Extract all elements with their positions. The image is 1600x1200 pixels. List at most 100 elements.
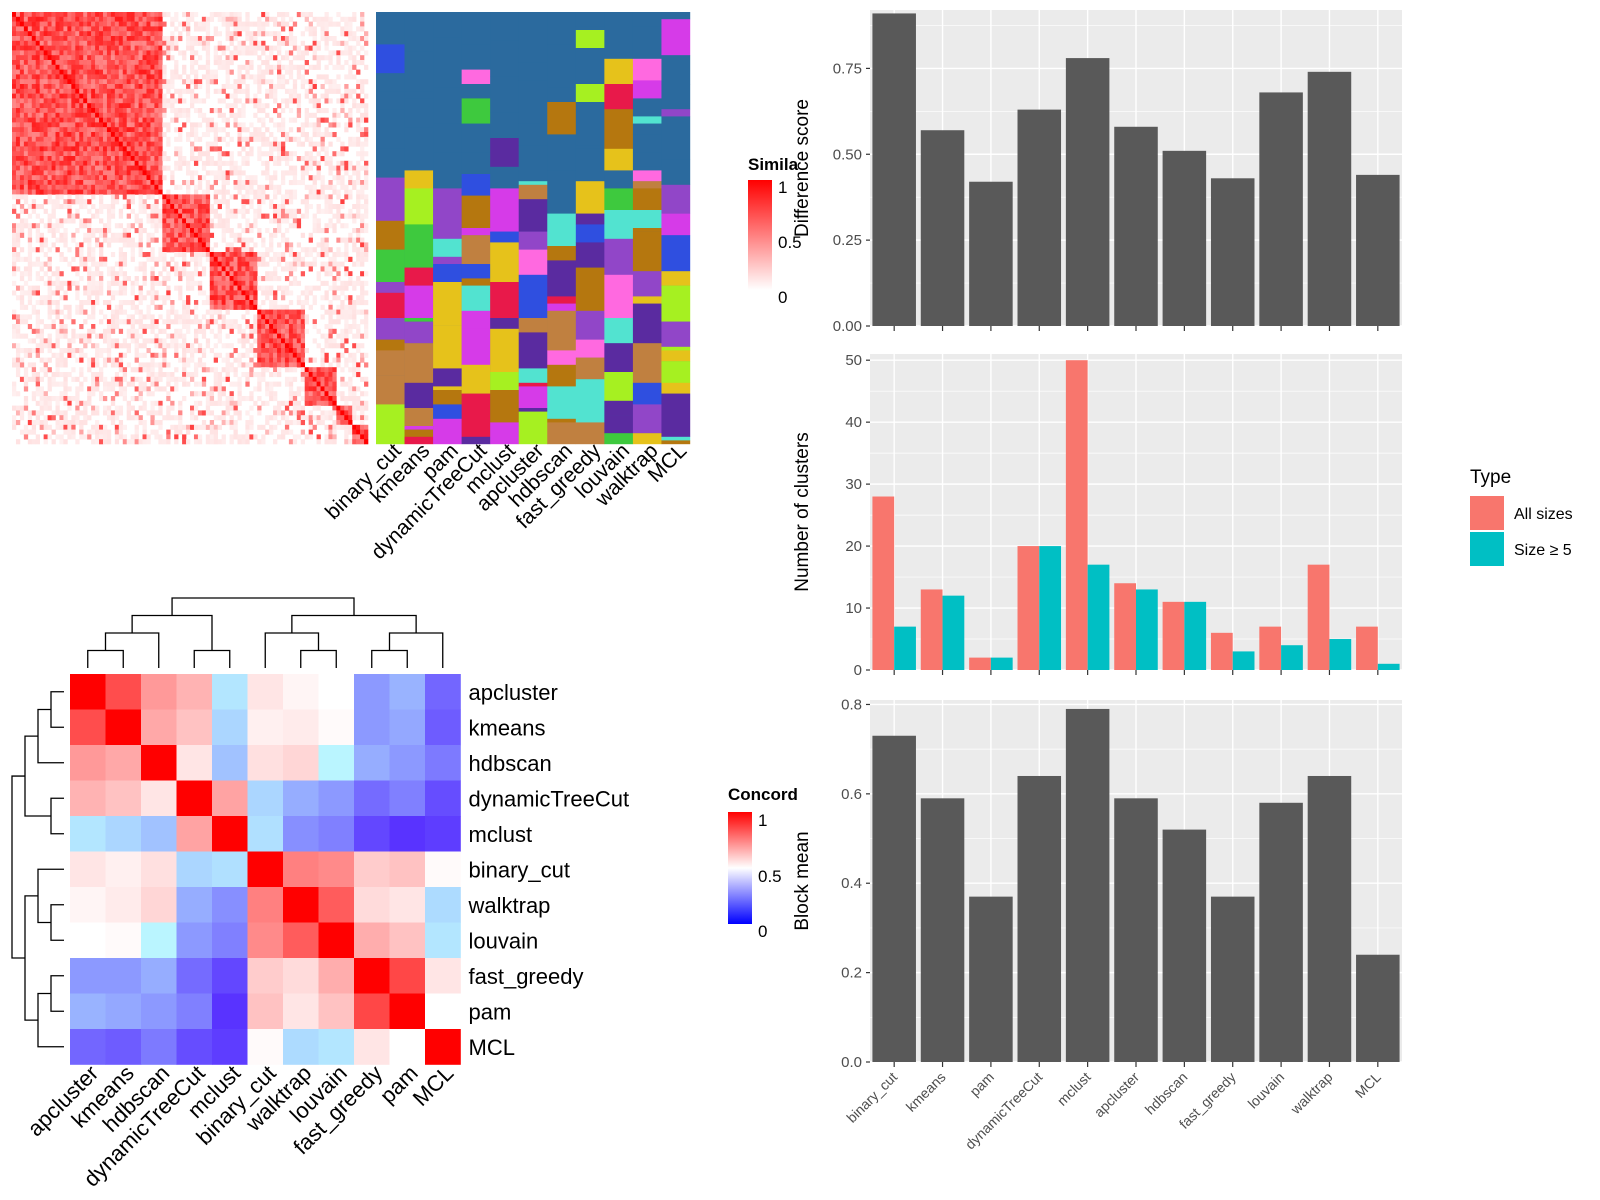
similarity-cell — [209, 314, 215, 320]
similarity-cell — [364, 180, 369, 186]
similarity-cell — [193, 367, 199, 373]
similarity-cell — [221, 50, 226, 56]
similarity-cell — [83, 40, 88, 46]
similarity-cell — [39, 348, 44, 354]
similarity-cell — [138, 165, 143, 171]
similarity-cell — [150, 400, 155, 406]
similarity-cell — [31, 180, 37, 186]
similarity-cell — [27, 170, 33, 176]
similarity-cell — [233, 266, 238, 272]
similarity-cell — [67, 45, 72, 51]
similarity-cell — [110, 64, 116, 70]
similarity-cell — [35, 84, 40, 90]
similarity-cell — [43, 396, 48, 402]
similarity-cell — [106, 204, 112, 210]
similarity-cell — [126, 127, 131, 133]
similarity-cell — [186, 31, 191, 37]
similarity-cell — [320, 175, 325, 181]
similarity-cell — [126, 381, 131, 387]
similarity-cell — [43, 79, 48, 85]
similarity-cell — [146, 256, 151, 262]
similarity-cell — [51, 372, 56, 378]
similarity-cell — [63, 122, 68, 128]
similarity-cell — [35, 156, 40, 162]
similarity-cell — [245, 199, 250, 205]
similarity-cell — [356, 108, 361, 114]
similarity-cell — [150, 314, 155, 320]
similarity-cell — [71, 21, 76, 27]
similarity-cell — [166, 237, 171, 243]
similarity-cell — [205, 343, 211, 349]
similarity-cell — [245, 280, 250, 286]
similarity-cell — [213, 88, 218, 94]
similarity-cell — [241, 79, 246, 85]
similarity-cell — [284, 98, 290, 104]
similarity-cell — [27, 348, 33, 354]
similarity-cell — [209, 271, 215, 277]
similarity-cell — [43, 400, 48, 406]
similarity-cell — [15, 237, 21, 243]
similarity-cell — [102, 386, 108, 392]
similarity-cell — [336, 343, 341, 349]
similarity-cell — [134, 352, 139, 358]
similarity-cell — [150, 324, 155, 330]
similarity-cell — [110, 237, 116, 243]
similarity-cell — [95, 12, 100, 18]
similarity-cell — [261, 31, 266, 37]
similarity-cell — [237, 266, 242, 272]
similarity-cell — [31, 362, 37, 368]
similarity-cell — [312, 122, 317, 128]
similarity-cell — [146, 232, 151, 238]
similarity-cell — [336, 160, 341, 166]
similarity-cell — [229, 367, 234, 373]
similarity-cell — [83, 175, 88, 181]
similarity-cell — [190, 309, 195, 315]
similarity-cell — [178, 184, 183, 190]
similarity-cell — [83, 88, 88, 94]
similarity-cell — [225, 372, 230, 378]
similarity-cell — [221, 367, 226, 373]
similarity-cell — [51, 223, 56, 229]
similarity-cell — [324, 132, 329, 138]
similarity-cell — [134, 103, 139, 109]
similarity-cell — [79, 372, 84, 378]
similarity-cell — [273, 343, 278, 349]
similarity-cell — [257, 348, 262, 354]
similarity-cell — [75, 357, 80, 363]
similarity-cell — [47, 136, 52, 142]
similarity-cell — [296, 108, 302, 114]
similarity-cell — [197, 112, 203, 118]
similarity-cell — [166, 261, 171, 267]
similarity-cell — [245, 31, 250, 37]
similarity-cell — [316, 60, 321, 66]
similarity-cell — [284, 156, 290, 162]
similarity-cell — [19, 60, 25, 66]
similarity-cell — [174, 247, 179, 253]
similarity-cell — [292, 348, 298, 354]
similarity-cell — [95, 156, 100, 162]
similarity-cell — [277, 45, 282, 51]
similarity-cell — [197, 180, 203, 186]
similarity-cell — [348, 136, 353, 142]
similarity-cell — [166, 194, 171, 200]
similarity-cell — [99, 55, 104, 61]
similarity-cell — [209, 117, 215, 123]
similarity-cell — [39, 400, 44, 406]
similarity-cell — [265, 45, 270, 51]
similarity-cell — [269, 276, 274, 282]
similarity-cell — [99, 170, 104, 176]
similarity-cell — [154, 352, 159, 358]
similarity-cell — [51, 146, 56, 152]
similarity-cell — [114, 74, 120, 80]
similarity-cell — [257, 314, 262, 320]
similarity-cell — [328, 324, 333, 330]
similarity-cell — [43, 295, 48, 301]
similarity-cell — [27, 232, 33, 238]
similarity-cell — [134, 79, 139, 85]
similarity-cell — [87, 26, 92, 32]
similarity-cell — [87, 285, 92, 291]
similarity-cell — [110, 55, 116, 61]
similarity-cell — [39, 237, 44, 243]
similarity-cell — [71, 376, 76, 382]
similarity-cell — [296, 309, 302, 315]
